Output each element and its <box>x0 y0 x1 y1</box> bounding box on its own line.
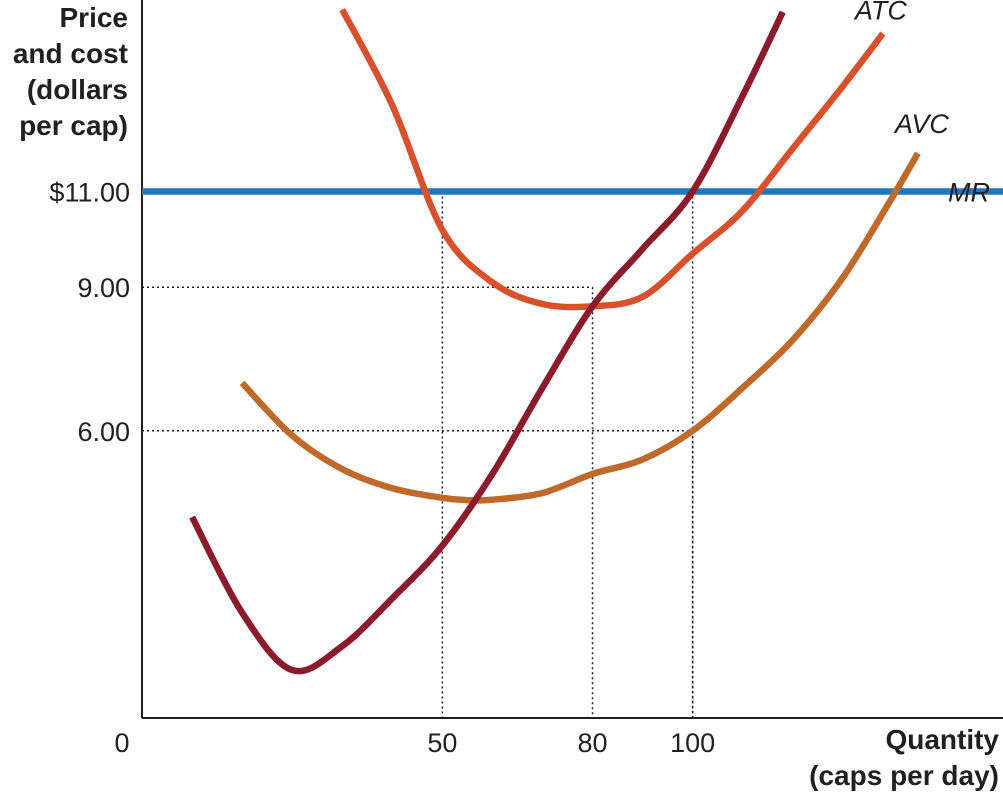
series-label-mr: MR <box>948 177 990 207</box>
curve-labels: MCATCAVCMR <box>853 0 990 207</box>
x-axis-label: Quantity (caps per day) <box>809 722 999 794</box>
series-mc-curve <box>189 10 786 675</box>
series-avc-curve <box>239 151 921 504</box>
y-axis-label-line: Price <box>59 2 129 33</box>
axes <box>141 0 1003 719</box>
x-tick-label: 100 <box>670 728 715 758</box>
origin-label: 0 <box>114 728 129 758</box>
y-tick-label: $11.00 <box>49 177 130 207</box>
y-axis-label-line: (dollars <box>26 74 128 105</box>
x-axis-label-line: Quantity <box>885 724 999 755</box>
tick-labels: $11.00 9.00 6.00 50 80 100 0 <box>49 177 715 758</box>
x-tick-label: 80 <box>577 728 607 758</box>
guide-lines <box>142 191 694 718</box>
y-tick-label: 6.00 <box>77 417 130 447</box>
series-curves <box>142 8 1003 675</box>
y-tick-label: 9.00 <box>77 273 130 303</box>
x-axis-label-line: (caps per day) <box>809 760 999 791</box>
series-label-atc: ATC <box>853 0 907 26</box>
y-axis-label-line: and cost <box>12 38 128 69</box>
x-tick-label: 50 <box>427 728 457 758</box>
y-axis-label-line: per cap) <box>19 110 128 141</box>
series-label-avc: AVC <box>893 109 950 139</box>
series-atc-curve <box>339 8 886 311</box>
y-axis-label: Price and cost (dollars per cap) <box>0 0 128 144</box>
